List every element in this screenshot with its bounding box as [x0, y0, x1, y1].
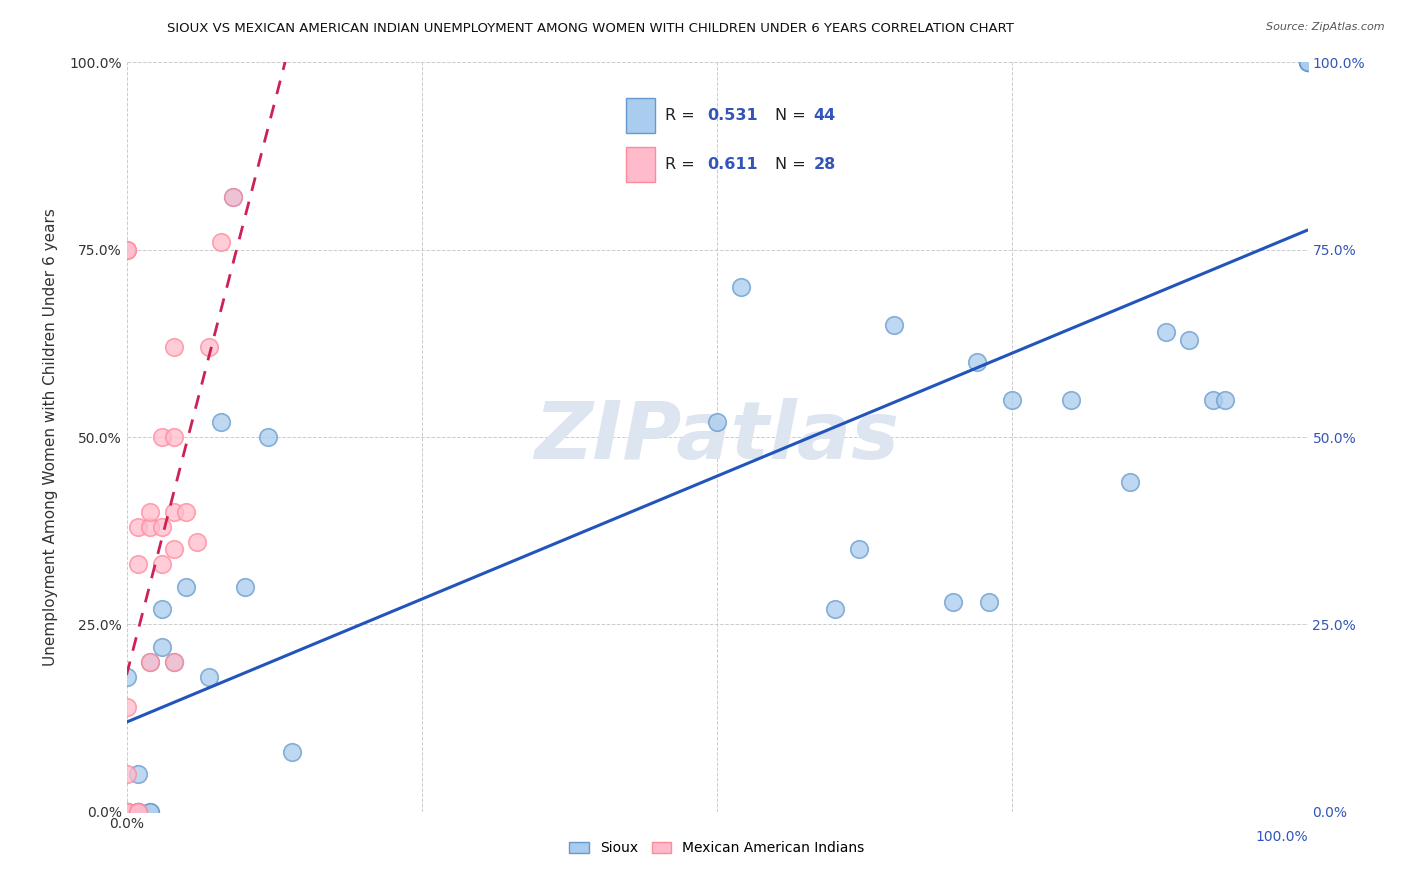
Point — [1119, 475, 1142, 489]
Point — [150, 520, 173, 534]
Point — [127, 805, 149, 819]
Point — [115, 805, 138, 819]
Point — [127, 805, 149, 819]
Point — [706, 415, 728, 429]
Point — [163, 505, 186, 519]
Text: N =: N = — [775, 157, 811, 171]
Point — [186, 535, 208, 549]
Point — [1202, 392, 1225, 407]
Point — [115, 805, 138, 819]
Point — [127, 767, 149, 781]
Point — [115, 670, 138, 684]
Point — [1296, 55, 1319, 70]
Point — [1178, 333, 1201, 347]
Point — [281, 745, 304, 759]
Point — [233, 580, 256, 594]
Text: 0.531: 0.531 — [707, 108, 758, 123]
Point — [174, 580, 197, 594]
Point — [1296, 55, 1319, 70]
Point — [257, 430, 280, 444]
Point — [115, 805, 138, 819]
Point — [115, 805, 138, 819]
Point — [150, 430, 173, 444]
Text: 100.0%: 100.0% — [1256, 830, 1308, 845]
Point — [139, 520, 162, 534]
Point — [115, 699, 138, 714]
Point — [163, 655, 186, 669]
Point — [139, 805, 162, 819]
Point — [209, 415, 232, 429]
Point — [115, 805, 138, 819]
Point — [139, 655, 162, 669]
Point — [174, 505, 197, 519]
Point — [883, 318, 905, 332]
Point — [163, 655, 186, 669]
Point — [1296, 55, 1319, 70]
Point — [115, 767, 138, 781]
Point — [824, 602, 846, 616]
Point — [150, 640, 173, 654]
Legend: Sioux, Mexican American Indians: Sioux, Mexican American Indians — [564, 836, 870, 861]
Point — [942, 595, 965, 609]
Point — [115, 805, 138, 819]
Point — [730, 280, 752, 294]
Point — [163, 340, 186, 354]
Point — [115, 243, 138, 257]
Point — [222, 190, 245, 204]
Point — [1296, 55, 1319, 70]
Text: Source: ZipAtlas.com: Source: ZipAtlas.com — [1267, 22, 1385, 32]
Point — [127, 520, 149, 534]
Point — [163, 542, 186, 557]
Point — [127, 558, 149, 572]
Point — [1001, 392, 1024, 407]
Point — [1060, 392, 1083, 407]
Point — [115, 243, 138, 257]
Bar — [627, 146, 655, 181]
Bar — [627, 98, 655, 133]
Point — [163, 430, 186, 444]
Point — [977, 595, 1000, 609]
Text: SIOUX VS MEXICAN AMERICAN INDIAN UNEMPLOYMENT AMONG WOMEN WITH CHILDREN UNDER 6 : SIOUX VS MEXICAN AMERICAN INDIAN UNEMPLO… — [167, 22, 1014, 36]
Y-axis label: Unemployment Among Women with Children Under 6 years: Unemployment Among Women with Children U… — [44, 208, 58, 666]
Point — [848, 542, 870, 557]
Point — [198, 670, 221, 684]
Point — [127, 805, 149, 819]
Point — [139, 505, 162, 519]
Point — [127, 805, 149, 819]
Point — [150, 558, 173, 572]
Point — [139, 655, 162, 669]
Text: ZIPatlas: ZIPatlas — [534, 398, 900, 476]
Text: N =: N = — [775, 108, 811, 123]
Text: R =: R = — [665, 157, 700, 171]
Point — [115, 805, 138, 819]
Text: 0.611: 0.611 — [707, 157, 758, 171]
Point — [150, 602, 173, 616]
Point — [966, 355, 988, 369]
Point — [1213, 392, 1236, 407]
Text: 44: 44 — [814, 108, 837, 123]
Point — [139, 805, 162, 819]
Point — [127, 805, 149, 819]
Point — [198, 340, 221, 354]
Point — [222, 190, 245, 204]
Point — [209, 235, 232, 250]
Point — [115, 805, 138, 819]
Point — [1154, 325, 1177, 339]
Text: 28: 28 — [814, 157, 837, 171]
Point — [127, 805, 149, 819]
Point — [115, 805, 138, 819]
Text: R =: R = — [665, 108, 700, 123]
Point — [1296, 55, 1319, 70]
